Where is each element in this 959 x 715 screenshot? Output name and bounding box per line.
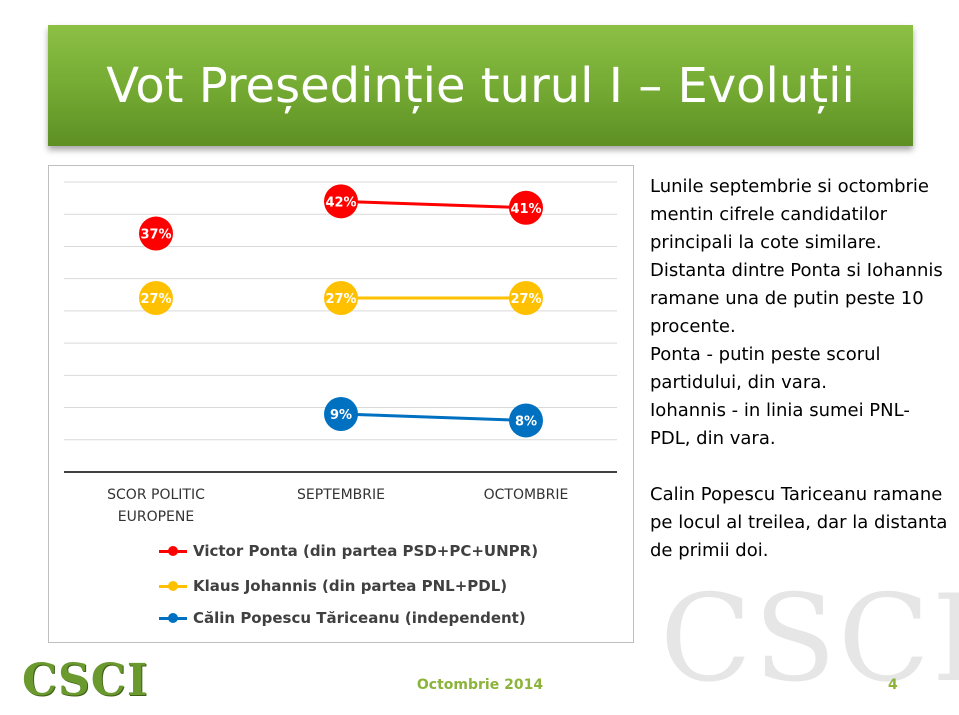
- title-banner: Vot Președinție turul I – Evoluții: [48, 25, 913, 146]
- data-point: [324, 397, 358, 431]
- commentary-paragraph: Lunile septembrie si octombrie mentin ci…: [650, 176, 930, 253]
- data-label: 27%: [140, 292, 171, 307]
- legend-swatch: [159, 580, 187, 592]
- legend-label: Călin Popescu Tăriceanu (independent): [193, 609, 526, 627]
- chart-panel: 37% 42% 41% 27% 27% 27% 9% 8% SCOR POLITIC EURO…: [48, 165, 634, 643]
- legend-label: Klaus Johannis (din partea PNL+PDL): [193, 577, 508, 595]
- data-label: 9%: [330, 408, 352, 423]
- data-point: [139, 216, 173, 251]
- commentary-paragraph: Ponta - putin peste scorul partidului, d…: [650, 344, 881, 393]
- legend-item-ponta: Victor Ponta (din partea PSD+PC+UNPR): [159, 542, 538, 560]
- series-line: [340, 412, 527, 422]
- legend-item-johannis: Klaus Johannis (din partea PNL+PDL): [159, 577, 507, 595]
- footer-date: Octombrie 2014: [416, 677, 544, 693]
- legend-label: Victor Ponta (din partea PSD+PC+UNPR): [193, 542, 539, 560]
- data-point: [324, 281, 358, 315]
- data-point: [509, 281, 543, 315]
- data-label: 42%: [325, 195, 356, 210]
- data-label: 27%: [510, 292, 541, 307]
- data-label: 27%: [325, 292, 356, 307]
- data-point: [139, 281, 173, 315]
- commentary-text: Lunile septembrie si octombrie mentin ci…: [650, 173, 950, 565]
- legend-swatch: [159, 545, 187, 557]
- data-point: [509, 190, 543, 225]
- x-tick-label: SEPTEMBRIE: [297, 487, 385, 503]
- data-point: [509, 403, 543, 438]
- commentary-paragraph: Iohannis - in linia sumei PNL-PDL, din v…: [650, 400, 910, 449]
- line-chart: 37% 42% 41% 27% 27% 27% 9% 8%: [64, 181, 617, 473]
- commentary-paragraph: Calin Popescu Tariceanu ramane pe locul …: [650, 484, 948, 561]
- csci-logo: CSCI: [22, 655, 149, 706]
- page-number: 4: [888, 677, 898, 693]
- x-tick-label: OCTOMBRIE: [483, 487, 569, 503]
- commentary-paragraph: Distanta dintre Ponta si Iohannis ramane…: [650, 260, 943, 337]
- data-label: 8%: [515, 414, 537, 429]
- data-label: 41%: [510, 202, 541, 217]
- spacer: [650, 453, 950, 481]
- legend-swatch: [159, 612, 187, 624]
- slide-title: Vot Președinție turul I – Evoluții: [106, 57, 855, 114]
- series-line: [340, 199, 527, 210]
- data-point: [324, 184, 358, 219]
- watermark-logo: CSCI: [660, 570, 959, 709]
- legend-item-tariceanu: Călin Popescu Tăriceanu (independent): [159, 609, 526, 627]
- data-label: 37%: [140, 228, 171, 243]
- x-tick-label: SCOR POLITIC EUROPENE: [107, 487, 205, 525]
